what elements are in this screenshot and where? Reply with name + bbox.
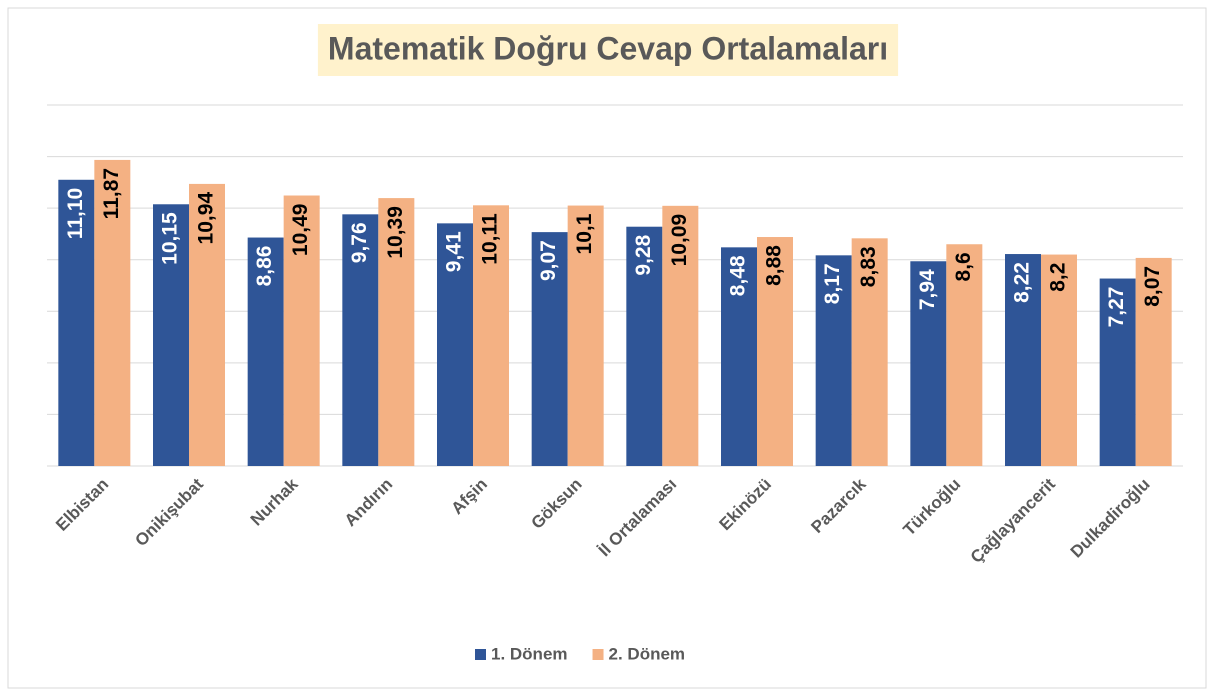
data-label: 8,6 [952,252,975,281]
bar [473,205,509,466]
bar [815,255,852,466]
data-label: 9,41 [443,231,466,272]
data-label: 9,07 [537,240,560,281]
data-label: 8,83 [857,246,880,287]
bar [247,237,284,466]
data-label: 8,86 [253,246,276,287]
data-label: 11,10 [64,188,87,239]
bar [531,232,568,466]
bar [567,205,604,467]
data-label: 10,49 [289,204,312,257]
bar [378,198,415,466]
bar [910,261,947,466]
bar [58,179,95,466]
bar [437,223,473,466]
bar [283,195,320,466]
data-label: 8,2 [1047,263,1070,292]
data-label: 8,48 [727,255,750,296]
data-label: 9,76 [348,222,371,263]
bar [1041,254,1077,466]
data-label: 10,15 [159,212,182,265]
bar [94,159,131,466]
bar [626,226,663,466]
bar [1005,254,1041,466]
data-label: 11,87 [100,168,123,219]
data-label: 8,17 [821,263,844,304]
legend-swatch [592,649,604,660]
data-label: 7,94 [916,269,939,310]
legend-swatch [475,649,486,660]
bar [189,183,225,466]
data-label: 10,09 [668,214,691,267]
data-label: 8,22 [1011,262,1034,303]
data-label: 10,94 [195,192,218,245]
legend-label: 1. Dönem [491,644,568,663]
bar [851,238,888,466]
data-label: 10,1 [573,213,596,254]
bar [757,237,793,466]
chart-title: Matematik Doğru Cevap Ortalamaları [328,30,888,66]
bar [662,205,699,466]
bar [153,204,189,466]
bar [342,214,379,466]
title-box [317,24,899,76]
data-label: 10,39 [384,206,407,259]
data-label: 9,28 [632,234,655,275]
legend-label: 2. Dönem [609,644,686,663]
data-label: 10,11 [479,213,502,265]
bar [946,244,983,466]
bar [721,247,757,466]
data-label: 8,88 [763,245,786,286]
bar [1135,257,1172,466]
data-label: 8,07 [1141,266,1164,307]
data-label: 7,27 [1105,287,1128,328]
bar [1099,278,1136,466]
